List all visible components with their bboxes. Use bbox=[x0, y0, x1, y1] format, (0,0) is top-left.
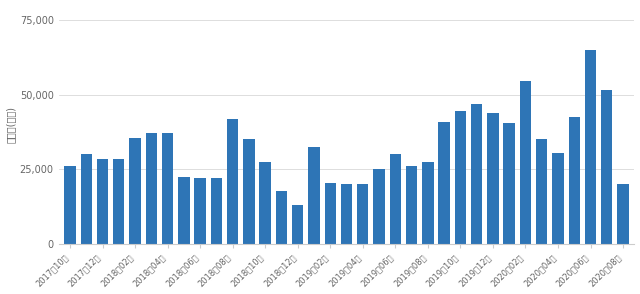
Bar bbox=[471, 104, 483, 243]
Bar bbox=[585, 50, 596, 243]
Bar bbox=[454, 111, 466, 243]
Y-axis label: 거래량(건수): 거래량(건수) bbox=[6, 106, 15, 143]
Bar bbox=[552, 153, 564, 243]
Bar bbox=[129, 138, 141, 243]
Bar bbox=[568, 117, 580, 243]
Bar bbox=[341, 184, 352, 243]
Bar bbox=[178, 177, 189, 243]
Bar bbox=[308, 147, 319, 243]
Bar bbox=[601, 90, 612, 243]
Bar bbox=[195, 178, 206, 243]
Bar bbox=[276, 191, 287, 243]
Bar bbox=[162, 133, 173, 243]
Bar bbox=[438, 121, 450, 243]
Bar bbox=[81, 154, 92, 243]
Bar bbox=[243, 139, 255, 243]
Bar bbox=[520, 81, 531, 243]
Bar bbox=[536, 139, 547, 243]
Bar bbox=[422, 162, 433, 243]
Bar bbox=[97, 159, 108, 243]
Bar bbox=[390, 154, 401, 243]
Bar bbox=[324, 183, 336, 243]
Bar bbox=[146, 133, 157, 243]
Bar bbox=[259, 162, 271, 243]
Bar bbox=[357, 184, 369, 243]
Bar bbox=[113, 159, 124, 243]
Bar bbox=[292, 205, 303, 243]
Bar bbox=[487, 113, 499, 243]
Bar bbox=[406, 166, 417, 243]
Bar bbox=[227, 118, 238, 243]
Bar bbox=[64, 166, 76, 243]
Bar bbox=[373, 169, 385, 243]
Bar bbox=[211, 178, 222, 243]
Bar bbox=[504, 123, 515, 243]
Bar bbox=[618, 184, 628, 243]
